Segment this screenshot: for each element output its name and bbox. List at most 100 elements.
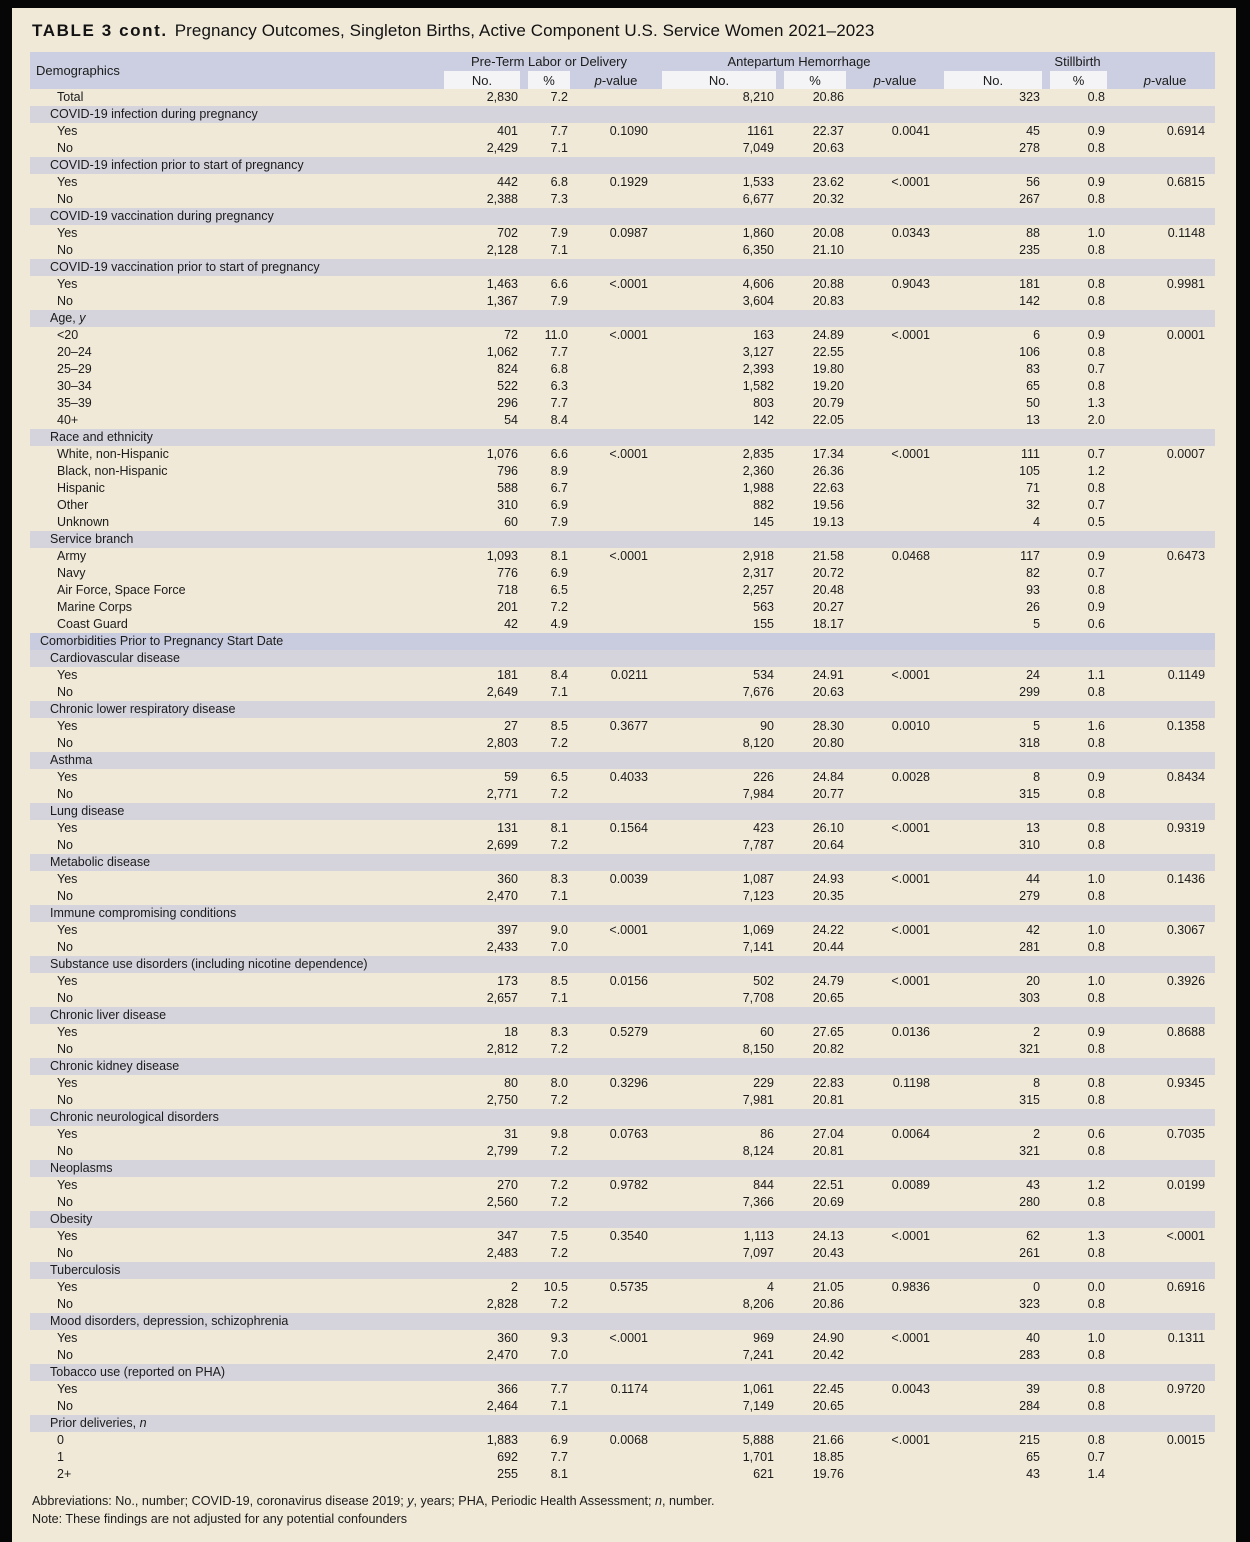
cell-pvalue — [1111, 565, 1215, 582]
cell-pct: 0.8 — [1087, 685, 1106, 699]
cell-pvalue: 0.7035 — [1166, 1127, 1206, 1141]
cell-no: 1,062 — [486, 345, 518, 359]
cell-pvalue — [850, 463, 940, 480]
data-row: No 1,367 7.9 3,604 20.83 142 0.8 — [30, 293, 1215, 310]
cell-no: 270 — [497, 1178, 518, 1192]
cell-no: 2,828 — [486, 1297, 518, 1311]
row-label: No — [57, 1399, 73, 1413]
cell-pct: 21.66 — [812, 1433, 844, 1447]
cell-pvalue — [574, 395, 658, 412]
cell-pvalue — [1111, 1466, 1215, 1483]
cell-no: 82 — [1026, 566, 1041, 580]
cell-no: 423 — [753, 821, 774, 835]
cell-no: 13 — [1026, 413, 1041, 427]
cell-pvalue — [1111, 463, 1215, 480]
cell-no: 261 — [1019, 1246, 1041, 1260]
data-row: No 2,799 7.2 8,124 20.81 321 0.8 — [30, 1143, 1215, 1160]
section-row: Obesity — [30, 1211, 1216, 1228]
data-row: No 2,429 7.1 7,049 20.63 278 0.8 — [30, 140, 1215, 157]
cell-no: 321 — [1019, 1042, 1041, 1056]
cell-pct: 6.8 — [550, 175, 568, 189]
cell-pvalue — [1111, 786, 1215, 803]
cell-no: 7,241 — [742, 1348, 774, 1362]
cell-pvalue — [1111, 1449, 1215, 1466]
demographics-column-header: Demographics — [30, 52, 440, 89]
cell-pvalue: 0.1436 — [1166, 872, 1206, 886]
cell-no: 88 — [1026, 226, 1041, 240]
row-label: No — [57, 1348, 73, 1362]
cell-no: 8 — [1033, 770, 1041, 784]
cell-pvalue — [850, 939, 940, 956]
data-row: No 2,128 7.1 6,350 21.10 235 0.8 — [30, 242, 1215, 259]
cell-pvalue — [574, 344, 658, 361]
cell-pvalue — [850, 1398, 940, 1415]
cell-pvalue — [850, 1194, 940, 1211]
section-label: Chronic neurological disorders — [30, 1109, 1216, 1126]
cell-no: 5 — [1033, 617, 1041, 631]
cell-pct: 8.5 — [550, 719, 568, 733]
cell-pvalue: 0.0763 — [609, 1127, 648, 1141]
cell-pct: 6.6 — [550, 447, 568, 461]
cell-no: 8,150 — [742, 1042, 774, 1056]
row-label: Yes — [57, 1025, 78, 1039]
cell-no: 181 — [497, 668, 518, 682]
data-row: Hispanic 588 6.7 1,988 22.63 71 0.8 — [30, 480, 1215, 497]
cell-pvalue: 0.8688 — [1166, 1025, 1206, 1039]
row-label: Yes — [57, 1127, 78, 1141]
cell-pvalue — [574, 1041, 658, 1058]
cell-pvalue — [1111, 344, 1215, 361]
cell-pvalue: <.0001 — [891, 821, 931, 835]
data-row: No 2,470 7.0 7,241 20.42 283 0.8 — [30, 1347, 1215, 1364]
cell-pct: 20.65 — [812, 991, 844, 1005]
cell-pct: 7.9 — [550, 515, 568, 529]
row-label: 30–34 — [57, 379, 92, 393]
cell-pvalue: 0.0007 — [1166, 447, 1206, 461]
cell-no: 3,127 — [742, 345, 774, 359]
cell-pvalue: 0.9782 — [609, 1178, 648, 1192]
cell-pct: 24.91 — [812, 668, 844, 682]
data-row: 35–39 296 7.7 803 20.79 50 1.3 — [30, 395, 1215, 412]
cell-no: 235 — [1019, 243, 1041, 257]
cell-pct: 24.22 — [812, 923, 844, 937]
cell-no: 59 — [504, 770, 518, 784]
section-label: Cardiovascular disease — [30, 650, 1216, 667]
data-row: No 2,828 7.2 8,206 20.86 323 0.8 — [30, 1296, 1215, 1313]
section-row: Cardiovascular disease — [30, 650, 1216, 667]
row-label: Yes — [57, 1076, 78, 1090]
cell-pct: 0.7 — [1087, 1450, 1106, 1464]
cell-no: 7,984 — [742, 787, 774, 801]
cell-pct: 0.8 — [1087, 821, 1106, 835]
cell-pvalue: 0.0343 — [891, 226, 931, 240]
data-row: Navy 776 6.9 2,317 20.72 82 0.7 — [30, 565, 1215, 582]
cell-pvalue — [574, 1398, 658, 1415]
cell-pct: 6.5 — [550, 583, 568, 597]
cell-pvalue: 0.0041 — [891, 124, 931, 138]
cell-pvalue: 0.0211 — [610, 668, 648, 682]
cell-pct: 10.5 — [543, 1280, 568, 1294]
cell-pvalue — [1111, 480, 1215, 497]
cell-pct: 6.9 — [550, 498, 568, 512]
cell-pvalue — [850, 361, 940, 378]
row-label: Coast Guard — [57, 617, 128, 631]
cell-pct: 26.10 — [812, 821, 844, 835]
cell-pvalue — [574, 463, 658, 480]
data-row: No 2,803 7.2 8,120 20.80 318 0.8 — [30, 735, 1215, 752]
data-row: 25–29 824 6.8 2,393 19.80 83 0.7 — [30, 361, 1215, 378]
cell-pct: 6.7 — [550, 481, 568, 495]
cell-pvalue — [850, 565, 940, 582]
stillbirth-group-header: Stillbirth — [940, 52, 1216, 71]
cell-pvalue — [1111, 1296, 1215, 1313]
cell-no: 2 — [1033, 1127, 1041, 1141]
cell-pct: 0.8 — [1087, 1042, 1106, 1056]
row-label: 1 — [57, 1450, 64, 1464]
cell-pct: 24.13 — [812, 1229, 844, 1243]
cell-no: 24 — [1026, 668, 1041, 682]
cell-no: 1,988 — [742, 481, 774, 495]
cell-pvalue: 0.1174 — [610, 1382, 648, 1396]
cell-no: 2,835 — [742, 447, 774, 461]
cell-pvalue: 0.6914 — [1166, 124, 1206, 138]
cell-pct: 0.8 — [1087, 1399, 1106, 1413]
cell-pvalue — [574, 412, 658, 429]
section-row: Chronic lower respiratory disease — [30, 701, 1216, 718]
cell-pct: 0.7 — [1087, 362, 1106, 376]
